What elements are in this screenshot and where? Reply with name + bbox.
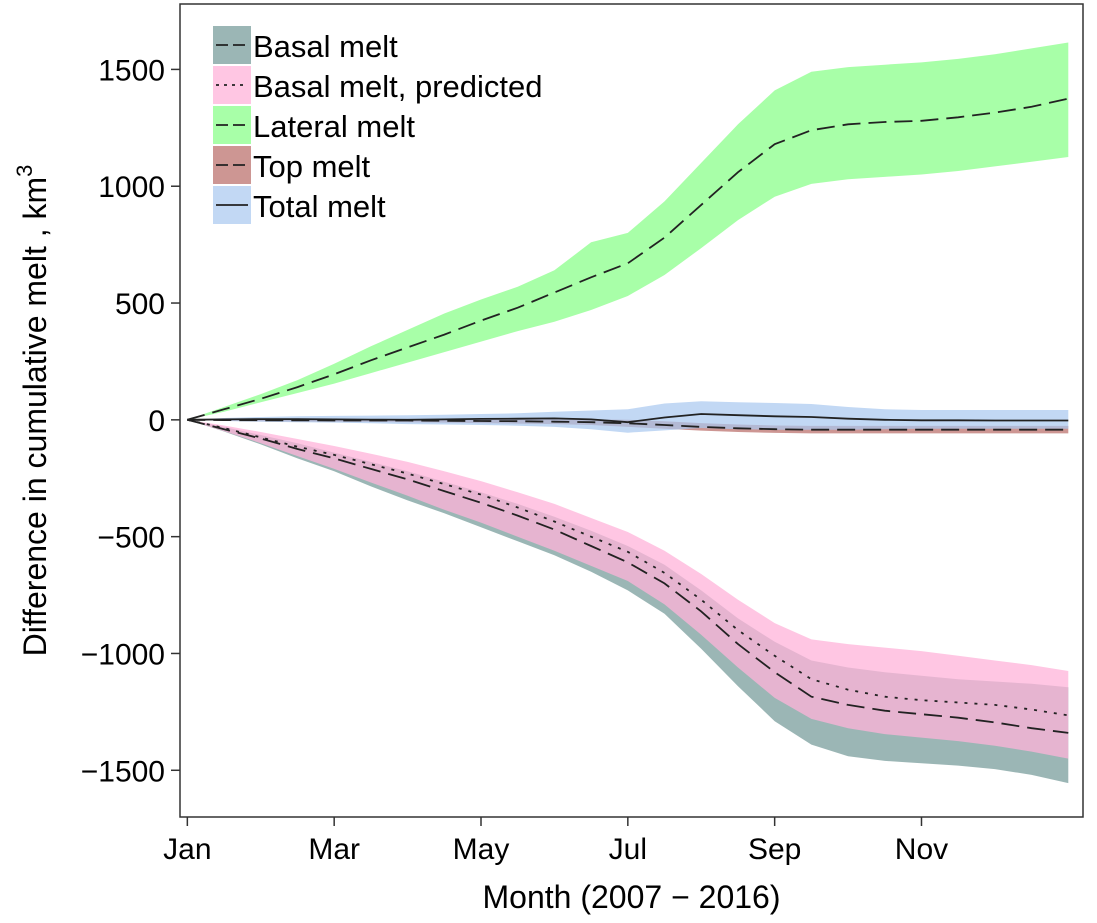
legend-label: Lateral melt (253, 109, 415, 144)
line-basal-melt-predicted (187, 418, 1069, 717)
y-tick-label: 1000 (98, 171, 165, 204)
band-total-melt (187, 401, 1069, 433)
x-tick-label: Sep (748, 833, 801, 866)
series-lines (187, 97, 1069, 734)
x-axis: Jan Mar May Jul Sep Nov (163, 817, 948, 866)
line-lateral-melt (187, 97, 1069, 421)
band-basal-melt-predicted (187, 419, 1069, 759)
legend-label: Basal melt (253, 29, 398, 64)
y-tick-label: −1000 (81, 638, 165, 671)
x-tick-label: Jan (163, 833, 211, 866)
x-tick-label: May (453, 833, 510, 866)
legend: Basal melt Basal melt, predicted Lateral m… (213, 26, 542, 224)
y-axis-title-text: Difference in cumulative melt , km (17, 177, 53, 657)
x-axis-title: Month (2007 − 2016) (483, 879, 781, 915)
legend-label: Total melt (253, 189, 386, 224)
legend-item-lateral-melt: Lateral melt (213, 106, 415, 144)
y-axis: 1500 1000 500 0 −500 −1000 −1500 (81, 54, 180, 788)
y-axis-title-superscript: 3 (12, 165, 37, 177)
legend-item-top-melt: Top melt (213, 146, 371, 184)
line-top-melt (187, 418, 1069, 431)
legend-label: Basal melt, predicted (253, 69, 542, 104)
y-tick-label: 1500 (98, 54, 165, 87)
y-tick-label: 500 (115, 288, 165, 321)
y-axis-title: Difference in cumulative melt , km3 (12, 165, 53, 657)
y-tick-label: 0 (148, 405, 165, 438)
x-tick-label: Mar (308, 833, 360, 866)
x-tick-label: Jul (609, 833, 647, 866)
legend-item-basal-melt-predicted: Basal melt, predicted (213, 66, 542, 104)
legend-label: Top melt (253, 149, 371, 184)
legend-item-total-melt: Total melt (213, 186, 386, 224)
y-tick-label: −1500 (81, 755, 165, 788)
legend-item-basal-melt: Basal melt (213, 26, 398, 64)
line-total-melt (187, 413, 1069, 424)
x-tick-label: Nov (895, 833, 948, 866)
band-lateral-melt (187, 42, 1069, 420)
y-tick-label: −500 (97, 522, 165, 555)
plot-frame (179, 3, 1084, 818)
